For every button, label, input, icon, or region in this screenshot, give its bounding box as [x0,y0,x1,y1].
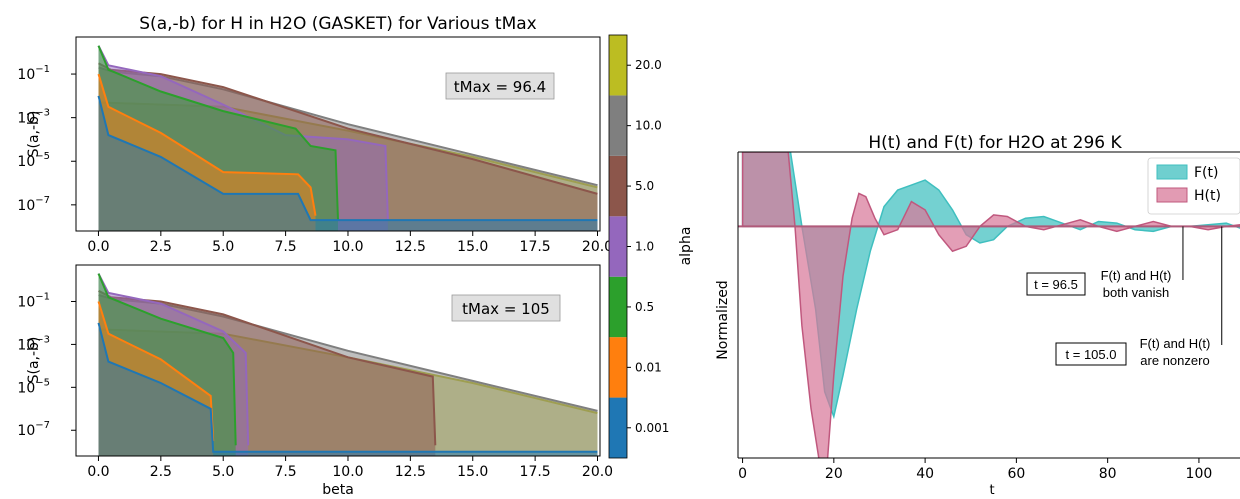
annotation-105-line2: are nonzero [1140,353,1209,368]
annotation-96-5-line1: F(t) and H(t) [1101,268,1172,283]
ytick-label: 10−1 [17,64,50,83]
xtick-label: 80 [1099,466,1117,482]
xtick-label: 17.5 [520,464,551,480]
colorbar-cell [609,216,627,277]
xtick-label: 15.0 [457,239,488,255]
xtick-label: 20.0 [582,464,613,480]
line-alpha-1-0 [97,273,250,446]
xtick-label: 10.0 [332,239,363,255]
top-panel-ylabel: S(a,-b) [26,111,42,158]
xtick-label: 2.5 [150,239,172,255]
area-alpha-0-001 [98,95,598,231]
colorbar-cell [609,337,627,398]
line-alpha-0-5 [97,45,339,221]
annotation-105-box: t = 105.0 [1066,347,1117,362]
line-alpha-0-001 [97,322,598,453]
xtick-label: 12.5 [395,239,426,255]
xtick-label: 60 [1007,466,1025,482]
xtick-label: 40 [916,466,934,482]
right-panel-xlabel: t [989,483,994,495]
colorbar-tick-label: 20.0 [635,58,662,72]
annotation-96-5-line2: both vanish [1103,285,1170,300]
top-panel-tmax-label: tMax = 96.4 [454,78,546,96]
bottom-panel-annotation: tMax = 105 [451,294,561,322]
xtick-label: 5.0 [212,239,234,255]
bottom-panel-xlabel: beta [322,482,354,495]
legend-swatch-ht [1156,187,1188,203]
colorbar-tick-label: 1.0 [635,240,654,254]
area-ht [741,152,1240,458]
line-alpha-0-001 [97,95,598,222]
top-panel-annotation: tMax = 96.4 [445,72,555,100]
colorbar-tick-label: 0.001 [635,421,669,435]
alpha-colorbar: 0.001 0.01 0.5 1.0 5.0 10.0 20.0 alpha [608,34,694,459]
colorbar-cell [609,155,627,217]
annotation-105-line1: F(t) and H(t) [1140,336,1211,351]
colorbar-tick-label: 10.0 [635,119,662,133]
bottom-panel-ylabel: S(a,-b) [26,337,42,384]
colorbar-cell [609,95,627,156]
xtick-label: 0.0 [87,464,109,480]
bottom-spectrum-panel: 0.0 2.5 5.0 7.5 10.0 12.5 15.0 17.5 20.010−110−3… [17,264,613,498]
colorbar-tick-label: 0.5 [635,300,654,314]
xtick-label: 100 [1186,466,1213,482]
colorbar-cell [609,35,627,96]
annotation-105: t = 105.0 F(t) and H(t) are nonzero [1055,226,1223,368]
xtick-label: 20.0 [582,239,613,255]
legend-label-ht: H(t) [1194,188,1221,204]
xtick-label: 12.5 [395,464,426,480]
area-alpha-0-001 [98,322,598,456]
annotation-96-5-box: t = 96.5 [1034,277,1078,292]
ytick-label: 10−7 [17,195,50,214]
line-alpha-0-01 [97,73,317,216]
xtick-label: 7.5 [274,464,296,480]
legend-swatch-ft [1156,164,1188,180]
bottom-panel-tmax-label: tMax = 105 [462,300,550,318]
xtick-label: 15.0 [457,464,488,480]
colorbar-label: alpha [678,227,694,266]
right-chart-title: H(t) and F(t) for H2O at 296 K [868,133,1122,153]
right-panel-legend: F(t) H(t) [1147,157,1240,215]
xtick-label: 2.5 [150,464,172,480]
xtick-label: 5.0 [212,464,234,480]
xtick-label: 20 [825,466,843,482]
left-chart-title: S(a,-b) for H in H2O (GASKET) for Variou… [139,14,536,34]
line-alpha-0-5 [97,273,237,446]
correlation-panel: 0 20 40 60 80 100 Normalized t F(t) H(t) t = … [715,151,1240,498]
ytick-label: 10−1 [17,291,50,310]
xtick-label: 17.5 [520,239,551,255]
xtick-label: 10.0 [332,464,363,480]
xtick-label: 0.0 [87,239,109,255]
top-spectrum-panel: 0.0 2.5 5.0 7.5 10.0 12.5 15.0 17.5 20.010−110−3… [17,36,613,255]
right-panel-ylabel: Normalized [715,280,731,359]
ytick-label: 10−7 [17,420,50,439]
legend-label-ft: F(t) [1194,165,1218,181]
xtick-label: 0 [738,466,747,482]
colorbar-tick-label: 0.01 [635,360,662,374]
colorbar-cell [609,276,627,338]
xtick-label: 7.5 [274,239,296,255]
colorbar-tick-label: 5.0 [635,179,654,193]
colorbar-cell [609,397,627,458]
annotation-96-5: t = 96.5 F(t) and H(t) both vanish [1026,226,1184,300]
